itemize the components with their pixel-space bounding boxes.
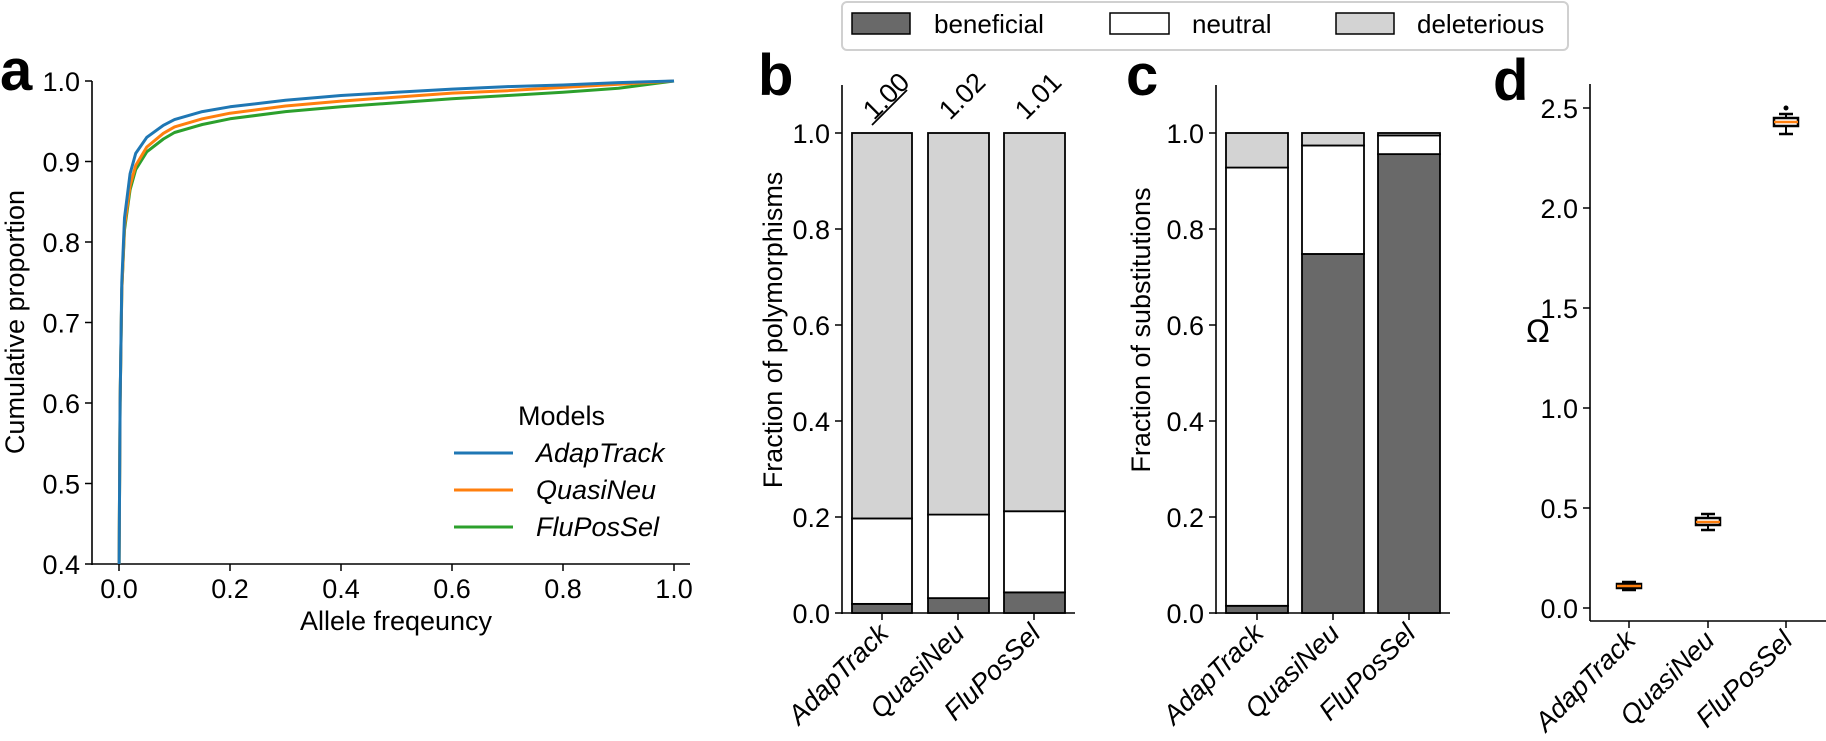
bar-segment-beneficial-quasineu	[927, 597, 990, 614]
bar-segment-beneficial-quasineu	[1301, 253, 1365, 614]
bar-segment-neutral-flupossel	[1003, 510, 1066, 594]
panel-a-legend: Models AdapTrack QuasiNeu FluPosSel	[454, 401, 666, 542]
legend-label-flupossel: FluPosSel	[536, 512, 660, 542]
panel-d-ytick-label: 1.5	[1540, 294, 1578, 324]
panel-a-xtick-label: 0.2	[211, 574, 249, 604]
bar-segment-beneficial-adaptrack	[1225, 604, 1289, 614]
panel-a-xlabel: Allele freqeuncy	[300, 606, 493, 636]
panel-a-ytick-label: 0.6	[42, 389, 80, 419]
bar-segment-neutral-adaptrack	[1225, 166, 1289, 607]
panel-a-ytick-label: 1.0	[42, 67, 80, 97]
legend-label-neutral: neutral	[1192, 9, 1272, 39]
panel-c-ytick-label: 0.0	[1166, 599, 1204, 629]
bar-segment-neutral-quasineu	[1301, 144, 1365, 255]
legend-label-deleterious: deleterious	[1417, 9, 1544, 39]
box-flupossel-flier	[1783, 105, 1789, 111]
panel-a-ytick-label: 0.4	[42, 550, 80, 580]
legend-label-quasineu: QuasiNeu	[536, 475, 656, 505]
panel-a-ytick-label: 0.7	[42, 309, 80, 339]
panel-a-legend-title: Models	[518, 401, 605, 431]
panel-b-ylabel: Fraction of polymorphisms	[758, 172, 788, 489]
panel-a-xtick-label: 0.4	[322, 574, 360, 604]
panel-d-ytick-label: 2.5	[1540, 94, 1578, 124]
legend-label-beneficial: beneficial	[934, 9, 1044, 39]
bar-ratio-annotation: 1.02	[933, 67, 991, 125]
panel-label-c: c	[1126, 43, 1158, 108]
panel-label-d: d	[1493, 48, 1528, 113]
panel-b-ytick-label: 0.6	[792, 311, 830, 341]
panel-c-ytick-label: 0.8	[1166, 215, 1204, 245]
bar-segment-neutral-flupossel	[1377, 134, 1441, 156]
bar-segment-deleterious-quasineu	[927, 132, 990, 516]
panel-a-ylabel: Cumulative proportion	[0, 190, 30, 454]
annotation-underline	[871, 89, 908, 126]
panel-a-ytick-label: 0.8	[42, 228, 80, 258]
panel-b-ytick-label: 0.2	[792, 503, 830, 533]
legend-patch-neutral	[1109, 12, 1170, 35]
panel-c-ytick-label: 1.0	[1166, 119, 1204, 149]
panel-d-ylabel: Ω	[1526, 313, 1550, 349]
legend: beneficial neutral deleterious	[841, 1, 1569, 51]
bar-ratio-annotation: 1.01	[1009, 67, 1067, 125]
panel-d-ytick-label: 1.0	[1540, 394, 1578, 424]
bar-segment-beneficial-adaptrack	[851, 602, 913, 614]
panel-c-ytick-label: 0.4	[1166, 407, 1204, 437]
panel-a-xtick-label: 0.8	[544, 574, 582, 604]
panel-c-ylabel: Fraction of substitutions	[1126, 187, 1156, 472]
panel-a-ytick-label: 0.5	[42, 470, 80, 500]
cdf-line-quasineu	[117, 79, 675, 564]
panel-c-ytick-label: 0.6	[1166, 311, 1204, 341]
bar-segment-neutral-adaptrack	[851, 517, 913, 605]
cdf-line-adaptrack	[117, 79, 675, 564]
bar-segment-neutral-quasineu	[927, 513, 990, 600]
legend-patch-beneficial	[851, 12, 911, 35]
bar-segment-deleterious-adaptrack	[851, 132, 913, 520]
bar-segment-deleterious-adaptrack	[1225, 132, 1289, 169]
panel-a-xtick-label: 0.6	[433, 574, 471, 604]
panel-c-ytick-label: 0.2	[1166, 503, 1204, 533]
cdf-line-flupossel	[117, 79, 675, 564]
panel-d-ytick-label: 0.5	[1540, 494, 1578, 524]
bar-segment-beneficial-flupossel	[1003, 591, 1066, 614]
panel-b-ytick-label: 0.8	[792, 215, 830, 245]
bar-segment-beneficial-flupossel	[1377, 153, 1441, 614]
panel-a-ytick-label: 0.9	[42, 148, 80, 178]
bar-segment-deleterious-flupossel	[1377, 132, 1441, 137]
panel-d-ytick-label: 0.0	[1540, 594, 1578, 624]
bar-segment-deleterious-quasineu	[1301, 132, 1365, 147]
bar-segment-deleterious-flupossel	[1003, 132, 1066, 513]
panel-label-a: a	[0, 38, 33, 103]
panel-b-ytick-label: 0.4	[792, 407, 830, 437]
panel-b-ytick-label: 1.0	[792, 119, 830, 149]
panel-a-xtick-label: 1.0	[655, 574, 693, 604]
panel-a-xtick-label: 0.0	[100, 574, 138, 604]
bar-ratio-annotation: 1.00	[857, 67, 915, 125]
panel-d-ytick-label: 2.0	[1540, 194, 1578, 224]
legend-patch-deleterious	[1335, 12, 1395, 35]
panel-label-b: b	[758, 43, 793, 108]
legend-label-adaptrack: AdapTrack	[534, 438, 666, 468]
panel-b-ytick-label: 0.0	[792, 599, 830, 629]
